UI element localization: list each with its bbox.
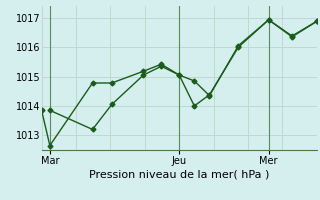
X-axis label: Pression niveau de la mer( hPa ): Pression niveau de la mer( hPa ) xyxy=(89,170,269,180)
